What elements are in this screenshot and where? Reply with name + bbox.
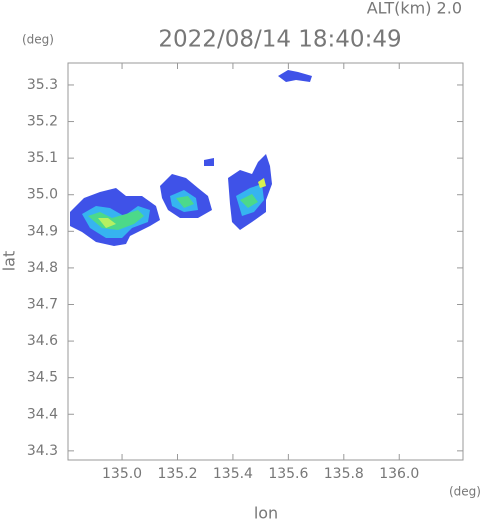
radar-echoes xyxy=(70,70,312,246)
y-tick-label: 35.0 xyxy=(27,187,58,203)
y-tick-label: 34.9 xyxy=(27,223,58,239)
x-tick-label: 135.0 xyxy=(102,466,142,482)
x-tick-label: 136.0 xyxy=(379,466,419,482)
y-tick-label: 34.8 xyxy=(27,260,58,276)
altitude: ALT(km) 2.0 xyxy=(367,0,462,18)
plot-frame xyxy=(67,62,464,461)
x-tick-label: 135.8 xyxy=(324,466,364,482)
x-tick-label: 135.2 xyxy=(157,466,197,482)
y-tick-label: 34.6 xyxy=(27,333,58,349)
y-tick-label: 34.5 xyxy=(27,370,58,386)
y-axis-label: lat xyxy=(0,251,19,272)
x-unit: (deg) xyxy=(449,485,481,499)
y-tick-label: 34.4 xyxy=(27,406,58,422)
x-axis-label: lon xyxy=(254,504,278,521)
y-tick-label: 35.1 xyxy=(27,150,58,166)
y-tick-label: 34.7 xyxy=(27,296,58,312)
y-tick-label: 35.3 xyxy=(27,77,58,93)
x-tick-label: 135.6 xyxy=(268,466,308,482)
x-tick-label: 135.4 xyxy=(213,466,253,482)
y-tick-label: 35.2 xyxy=(27,114,58,130)
y-tick-label: 34.3 xyxy=(27,443,58,459)
y-unit: (deg) xyxy=(22,33,54,47)
title: 2022/08/14 18:40:49 xyxy=(158,27,401,53)
